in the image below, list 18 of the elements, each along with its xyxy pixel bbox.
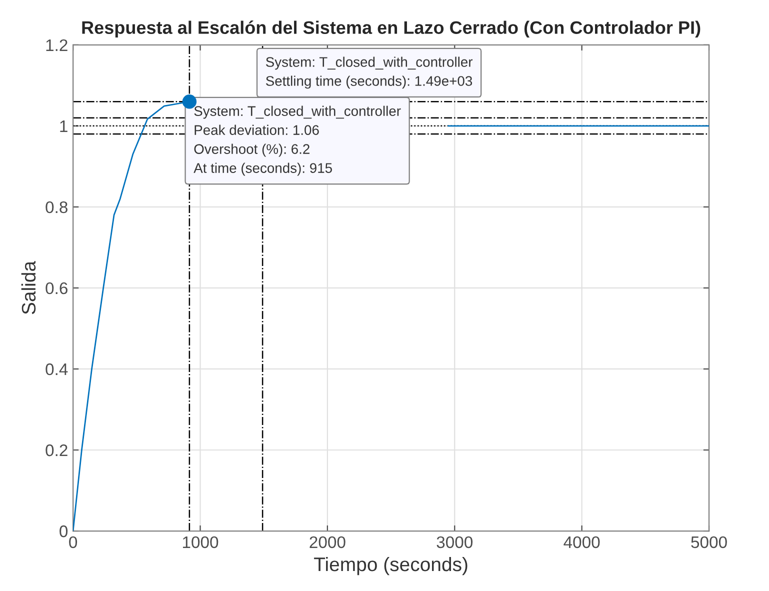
y-tick-label: 0.2 <box>46 444 68 456</box>
y-tick-label: 0.4 <box>46 363 68 376</box>
y-tick-label: 0 <box>60 525 68 538</box>
y-tick-label: 1.2 <box>46 39 68 51</box>
chart-title: Respuesta al Escalón del Sistema en Lazo Cerrado (Con Controlador PI) <box>82 20 700 38</box>
x-tick-label: 2000 <box>310 536 346 548</box>
annotation: System: T_closed_with_controller Settling time (seconds): 1.49e+03 <box>266 56 473 89</box>
x-tick-label: 4000 <box>564 536 600 548</box>
x-tick-label: 5000 <box>691 536 727 548</box>
x-axis-title: Tiempo (seconds) <box>314 556 468 576</box>
x-tick-label: 0 <box>69 536 78 548</box>
annotation: System: T_closed_with_controller Peak deviation: 1.06 Overshoot (%): 6.2 At time (seconds): 915 <box>194 106 401 176</box>
x-tick-label: 1000 <box>182 536 218 548</box>
y-axis-title: Salida <box>21 260 36 314</box>
y-tick-label: 1 <box>60 120 68 132</box>
x-tick-label: 3000 <box>436 536 473 548</box>
y-tick-label: 0.8 <box>46 201 68 214</box>
y-tick-label: 0.6 <box>46 282 68 294</box>
